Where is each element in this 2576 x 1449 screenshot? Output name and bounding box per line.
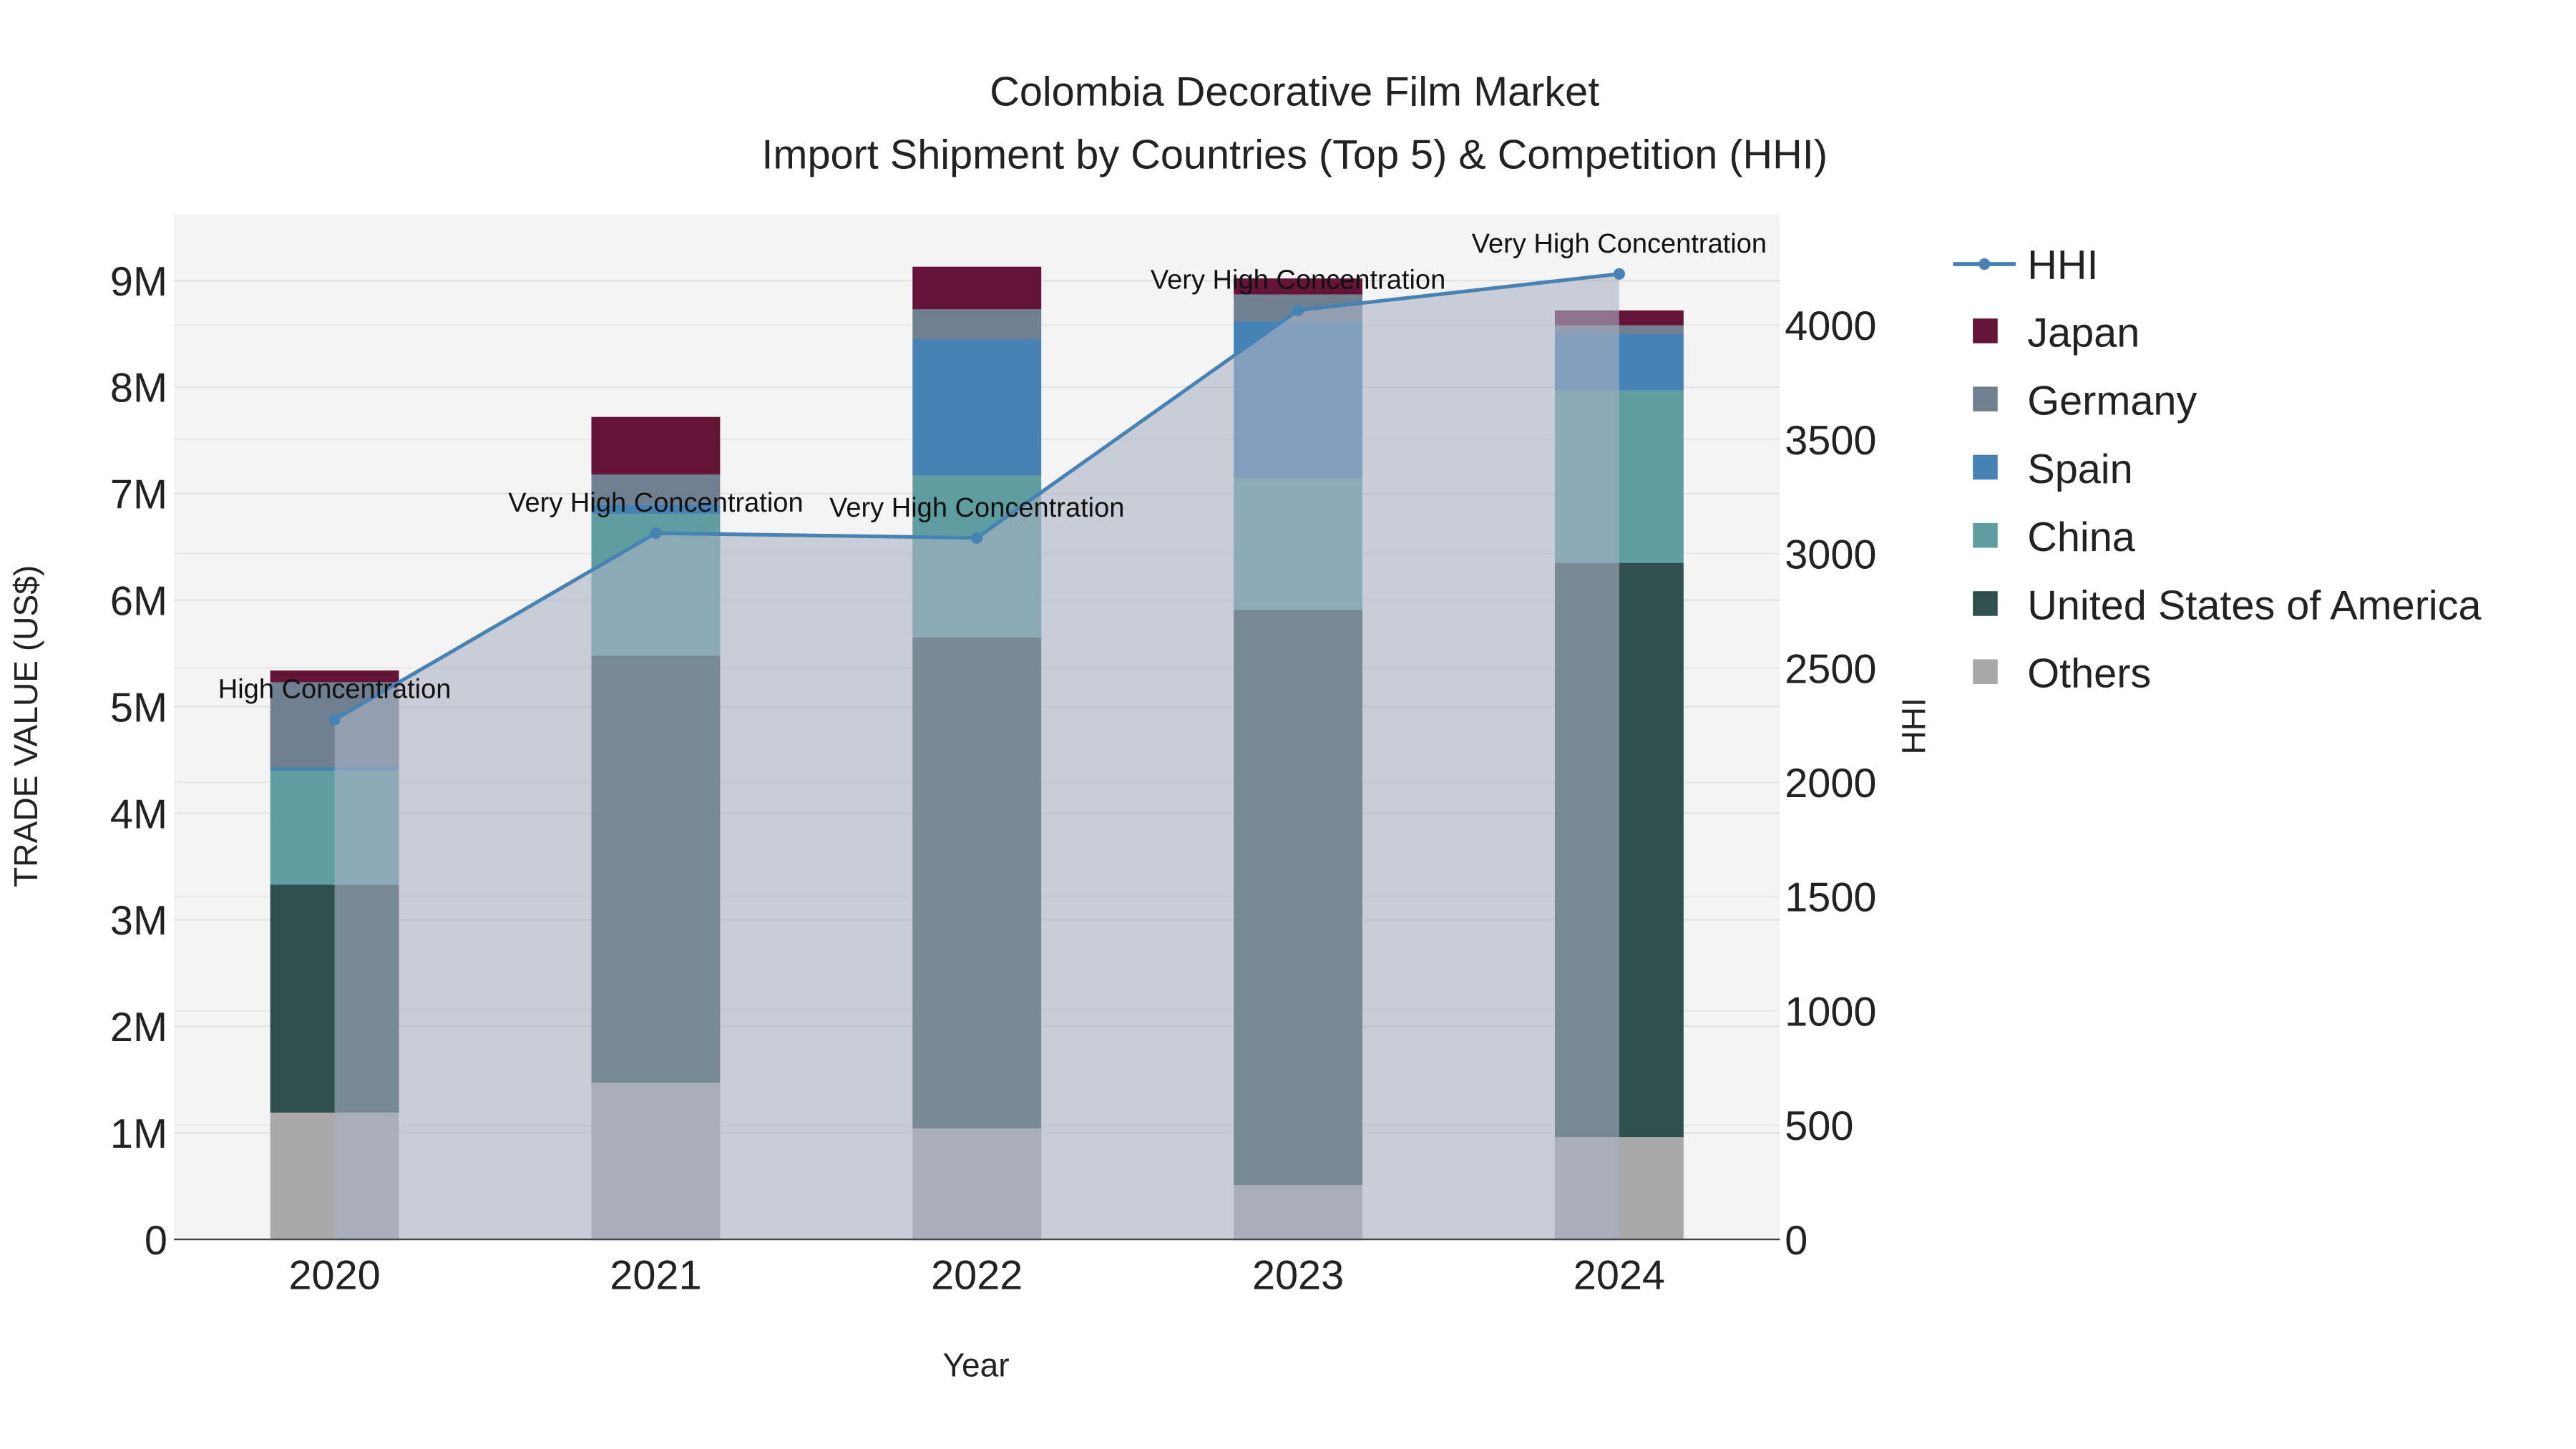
legend-swatch-icon: [1973, 591, 1998, 616]
legend-swatch-icon: [1973, 454, 1998, 480]
legend-swatch-icon: [1973, 318, 1998, 343]
bar-japan: [1234, 278, 1363, 295]
y2-tick-label: 3500: [1785, 418, 1876, 464]
bar-japan: [591, 416, 721, 475]
y-tick-label: 2M: [110, 1005, 167, 1050]
chart-title: Colombia Decorative Film Market: [990, 69, 1599, 115]
bar-germany: [912, 309, 1042, 339]
y2-tick-label: 0: [1785, 1218, 1807, 1264]
hhi-annotation: Very High Concentration: [1472, 229, 1767, 259]
x-axis-label: Year: [943, 1347, 1010, 1384]
legend-swatch-icon: [1973, 522, 1998, 548]
y-tick-label: 8M: [110, 366, 167, 411]
hhi-annotation: Very High Concentration: [1151, 265, 1445, 296]
legend-label: Spain: [2027, 447, 2132, 492]
legend-label: Others: [2027, 651, 2151, 697]
bar-spain: [591, 504, 721, 514]
y2-tick-label: 1500: [1785, 875, 1876, 921]
bar-japan: [912, 266, 1042, 310]
bar-spain: [912, 338, 1042, 476]
y2-tick-label: 4000: [1785, 303, 1876, 349]
legend-label: China: [2027, 514, 2136, 560]
y-tick-label: 3M: [110, 898, 167, 944]
y-tick-label: 9M: [110, 259, 167, 305]
hhi-point: [1292, 304, 1304, 316]
y-tick-label: 4M: [110, 791, 167, 837]
legend-label: Japan: [2027, 310, 2140, 356]
legend-swatch-icon: [1973, 659, 1998, 684]
y-tick-label: 6M: [110, 579, 167, 625]
hhi-point: [1613, 268, 1625, 280]
x-tick-label: 2024: [1574, 1252, 1665, 1298]
x-tick-label: 2021: [610, 1252, 701, 1298]
y-tick-label: 1M: [110, 1111, 167, 1157]
y-tick-label: 5M: [110, 685, 167, 731]
hhi-area: [334, 273, 1619, 1240]
hhi-point: [650, 527, 662, 540]
y-tick-label: 0: [145, 1218, 167, 1264]
y-tick-label: 7M: [110, 472, 167, 518]
y-axis-label: TRADE VALUE (US$): [7, 565, 44, 887]
y2-tick-label: 3000: [1785, 532, 1876, 578]
legend-label: HHI: [2027, 243, 2098, 288]
legend-label: Germany: [2027, 379, 2197, 424]
legend-hhi-marker-icon: [1979, 258, 1991, 270]
chart-subtitle: Import Shipment by Countries (Top 5) & C…: [761, 132, 1828, 177]
legend-swatch-icon: [1973, 386, 1998, 411]
y2-axis-label: HHI: [1895, 698, 1932, 754]
hhi-annotation: Very High Concentration: [508, 488, 803, 518]
bar-germany: [591, 474, 721, 504]
x-tick-label: 2023: [1252, 1252, 1344, 1298]
legend-label: United States of America: [2027, 582, 2482, 628]
hhi-point: [328, 713, 341, 726]
hhi-annotation: Very High Concentration: [829, 493, 1124, 523]
y2-tick-label: 2000: [1785, 761, 1876, 806]
hhi-annotation: High Concentration: [218, 675, 452, 705]
bar-japan: [270, 670, 399, 683]
y2-tick-label: 500: [1785, 1103, 1853, 1149]
y2-tick-label: 1000: [1785, 989, 1876, 1035]
y2-tick-label: 2500: [1785, 646, 1876, 692]
x-tick-label: 2020: [288, 1252, 380, 1298]
x-tick-label: 2022: [931, 1252, 1023, 1298]
legend: HHI Japan Germany Spain China United States o…: [1953, 243, 2482, 697]
hhi-point: [971, 532, 983, 544]
